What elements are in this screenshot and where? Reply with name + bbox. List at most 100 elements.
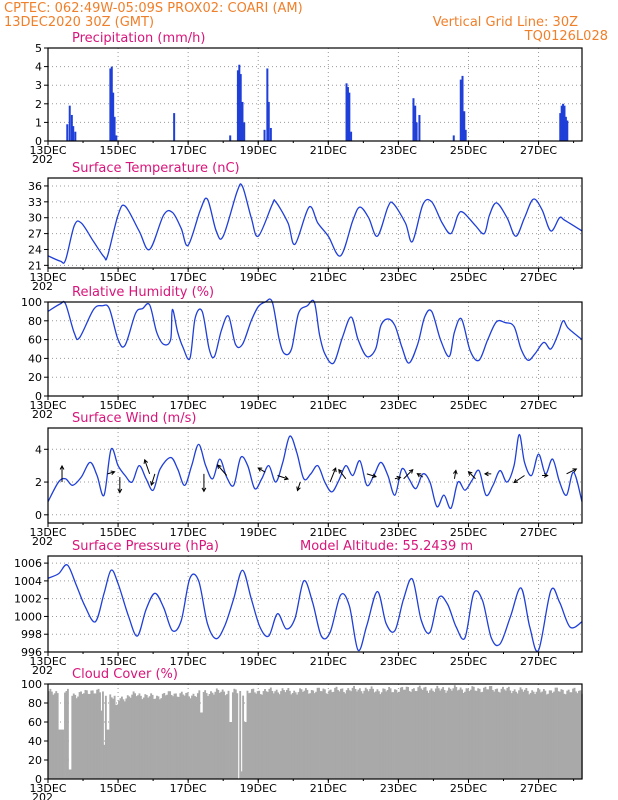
cloud-bar xyxy=(144,694,147,779)
wind-arrow-head xyxy=(110,470,116,475)
cloud-bar xyxy=(391,692,393,779)
wind-arrow xyxy=(417,473,424,478)
date-label: 13DEC xyxy=(29,655,66,668)
cloud-bar xyxy=(467,688,469,779)
y-tick-label: 24 xyxy=(28,243,42,256)
cloud-bar xyxy=(448,687,450,779)
cloud-bar xyxy=(249,692,252,779)
date-label: 21DEC xyxy=(310,144,347,157)
cloud-bar xyxy=(161,693,164,779)
cloud-bar xyxy=(394,689,396,779)
y-tick-label: 1002 xyxy=(14,593,42,606)
cloud-bar xyxy=(192,693,195,779)
wind-arrow-head xyxy=(216,464,222,470)
cloud-bar xyxy=(326,693,329,779)
y-tick-label: 30 xyxy=(28,212,42,225)
wind-arrow xyxy=(277,475,289,480)
model-code: TQ0126L028 xyxy=(524,29,608,44)
cloud-bar xyxy=(358,688,361,779)
wind-arrow-head xyxy=(543,473,549,478)
panel-frame xyxy=(47,555,583,653)
cloud-bar xyxy=(202,691,205,779)
cloud-bar xyxy=(468,691,471,779)
wind-arrow-head xyxy=(371,473,377,478)
cloud-bar xyxy=(116,704,119,779)
cloud-bar xyxy=(389,688,392,779)
cloud-bar xyxy=(570,692,573,779)
cloud-bar xyxy=(427,692,430,779)
cloud-bar xyxy=(433,691,436,779)
cloud-bar xyxy=(58,729,61,779)
cloud-bar xyxy=(445,692,447,779)
cloud-bar xyxy=(275,689,278,779)
cloud-bar xyxy=(351,687,354,779)
cloud-bar xyxy=(52,694,55,779)
cloud-bar xyxy=(452,688,455,779)
cloud-bar xyxy=(242,695,245,779)
date-label: 13DEC xyxy=(29,144,66,157)
cloud-bar xyxy=(373,692,376,779)
cloud-bar xyxy=(129,697,132,779)
y-tick-label: 4 xyxy=(35,443,42,456)
cloud-bar xyxy=(557,691,560,779)
cloud-bar xyxy=(490,685,493,779)
precip-bar xyxy=(464,129,467,141)
cloud-bar xyxy=(502,686,504,779)
cloud-bar xyxy=(512,691,515,779)
cloud-bar xyxy=(411,689,414,779)
precip-bar xyxy=(415,122,418,141)
precip-bar xyxy=(110,66,113,141)
cloud-bar xyxy=(233,688,236,779)
date-label: 15DEC xyxy=(100,526,137,539)
cloud-bar xyxy=(156,695,158,779)
cloud-bar xyxy=(417,687,420,779)
cloud-bar xyxy=(256,691,259,779)
wind-arrow xyxy=(513,475,525,483)
cloud-bar xyxy=(128,696,131,779)
y-tick-label: 60 xyxy=(28,716,42,729)
cloud-bar xyxy=(204,690,207,779)
cloud-bar xyxy=(553,691,556,779)
cloud-bar xyxy=(164,695,167,779)
cloud-bar xyxy=(401,686,404,779)
y-tick-label: 27 xyxy=(28,228,42,241)
cloud-bar xyxy=(322,688,325,779)
cloud-bar xyxy=(450,690,453,779)
cloud-bar xyxy=(439,690,442,779)
cloud-bar xyxy=(113,695,116,779)
cloud-bar xyxy=(293,690,296,779)
temperature-title: Surface Temperature (nC) xyxy=(72,161,240,176)
cloud-bar xyxy=(160,698,163,779)
cloud-bar xyxy=(199,712,202,779)
panel-temperature: 13DEC 15DEC 17DEC 19DEC 21DEC 23DEC 25DEC 27DEC… xyxy=(28,161,583,293)
wind-arrow-head xyxy=(59,464,65,470)
cloud-bar xyxy=(544,690,547,779)
cloud-bar xyxy=(408,690,411,779)
cloud-bar xyxy=(167,691,170,779)
cloud-bar xyxy=(72,693,75,779)
precip-bar xyxy=(72,126,75,141)
cloud-bar xyxy=(540,692,542,779)
cloud-bar xyxy=(360,691,363,779)
cloud-bar xyxy=(137,695,139,779)
cloud-title: Cloud Cover (%) xyxy=(72,667,178,682)
cloud-bar xyxy=(356,691,358,779)
cloud-bar xyxy=(208,693,211,779)
cloud-bar xyxy=(335,686,338,779)
wind-arrow xyxy=(150,473,156,486)
cloud-bar xyxy=(125,698,128,779)
precip-bar xyxy=(418,114,421,141)
cloud-bar xyxy=(453,685,456,779)
cloud-bar xyxy=(410,692,412,779)
cloud-bar xyxy=(560,689,563,779)
precip-bar xyxy=(115,135,118,141)
cloud-bar xyxy=(186,692,189,779)
cloud-bar xyxy=(265,691,268,779)
date-label: 19DEC xyxy=(240,399,277,412)
date-label: 23DEC xyxy=(380,655,417,668)
y-tick-label: 40 xyxy=(28,352,42,365)
cloud-bar xyxy=(528,694,531,779)
cloud-bar xyxy=(345,690,348,779)
precip-bar xyxy=(350,131,353,141)
panel-frame xyxy=(47,301,583,397)
